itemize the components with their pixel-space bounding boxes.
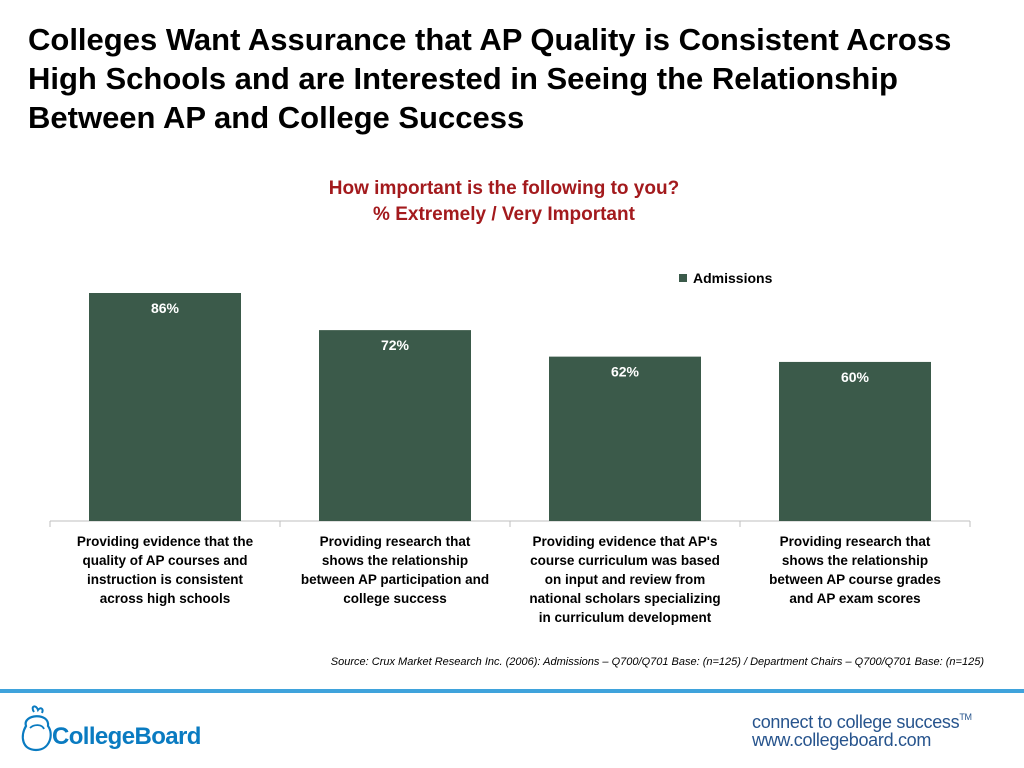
category-label: instruction is consistent <box>87 572 244 587</box>
chart-title: How important is the following to you? <box>328 178 680 199</box>
acorn-icon <box>21 705 52 752</box>
legend-swatch <box>679 274 687 282</box>
chart-subtitle: % Extremely / Very Important <box>373 204 635 225</box>
category-label: on input and review from <box>545 572 706 587</box>
tagline: connect to college successTM <box>752 706 972 733</box>
category-label: Providing research that <box>780 534 931 549</box>
category-label: between AP participation and <box>301 572 489 587</box>
category-label: Providing evidence that the <box>77 534 254 549</box>
category-label: across high schools <box>100 591 231 606</box>
data-label: 72% <box>381 337 410 353</box>
category-label: between AP course grades <box>769 572 941 587</box>
footer-rule <box>0 689 1024 693</box>
bar-chart: 86% Providing evidence that the quality of… <box>49 270 971 625</box>
category-label: course curriculum was based <box>530 553 720 568</box>
data-label: 60% <box>841 369 870 385</box>
source-note: Source: Crux Market Research Inc. (2006)… <box>330 656 984 668</box>
category-label: national scholars specializing <box>529 591 720 606</box>
logo-text: CollegeBoard <box>52 723 201 750</box>
category-label: quality of AP courses and <box>82 553 247 568</box>
trademark-mark: TM <box>959 712 972 722</box>
category-label: and AP exam scores <box>789 591 920 606</box>
category-label: in curriculum development <box>539 610 712 625</box>
bar-admissions <box>549 356 701 521</box>
tagline-text: connect to college success <box>752 712 960 732</box>
bar-admissions <box>89 293 241 521</box>
category-label: Providing research that <box>320 534 471 549</box>
category-label: college success <box>343 591 447 606</box>
slide-title: Colleges Want Assurance that AP Quality … <box>28 22 952 135</box>
legend-label: Admissions <box>693 270 773 286</box>
bar-admissions <box>779 361 931 521</box>
collegeboard-logo: CollegeBoard <box>20 702 220 758</box>
category-label: Providing evidence that AP's <box>532 534 717 549</box>
data-label: 62% <box>611 364 640 380</box>
website-url[interactable]: www.collegeboard.com <box>752 730 932 750</box>
chart-heading: How important is the following to you? %… <box>0 176 1008 228</box>
bar-admissions <box>319 330 471 521</box>
category-label: shows the relationship <box>782 553 928 568</box>
category-label: shows the relationship <box>322 553 468 568</box>
data-label: 86% <box>151 300 180 316</box>
